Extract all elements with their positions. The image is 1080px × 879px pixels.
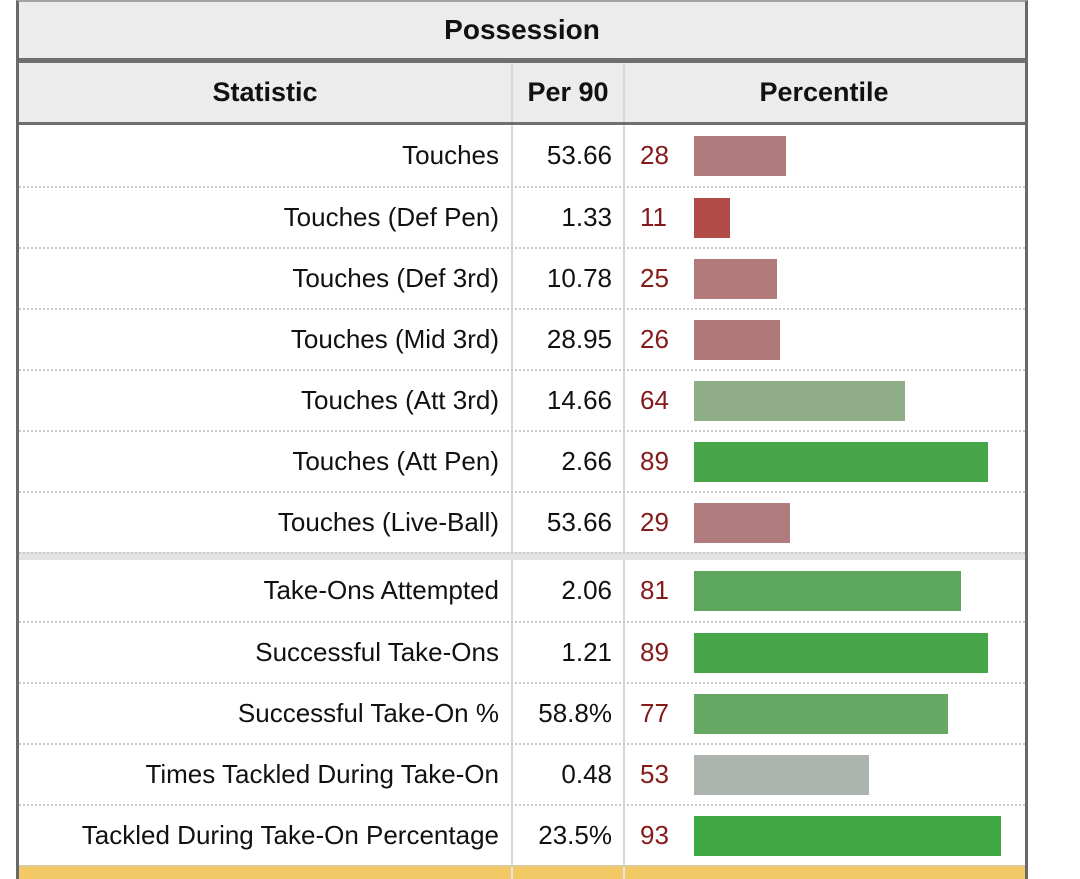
percentile-cell: 89 xyxy=(625,432,1023,491)
table-row: Touches 53.66 28 xyxy=(19,125,1025,186)
percentile-bar xyxy=(694,693,948,734)
stat-name: Touches (Mid 3rd) xyxy=(19,310,513,369)
stat-name: Touches xyxy=(19,125,513,186)
percentile-value: 64 xyxy=(640,385,669,415)
percentile-cell: 25 xyxy=(625,249,1023,308)
per90-value: 2.66 xyxy=(513,432,625,491)
percentile-cell: 28 xyxy=(625,125,1023,186)
stat-name: Times Tackled During Take-On xyxy=(19,745,513,804)
per90-value: 1.33 xyxy=(513,188,625,247)
percentile-bar xyxy=(694,197,730,238)
percentile-bar xyxy=(694,632,988,673)
possession-stats-table: Possession Statistic Per 90 Percentile T… xyxy=(16,0,1028,879)
col-header-statistic[interactable]: Statistic xyxy=(19,63,513,122)
percentile-value: 77 xyxy=(640,698,669,728)
table-row: Touches (Att Pen) 2.66 89 xyxy=(19,430,1025,491)
percentile-bar xyxy=(694,258,777,299)
next-row-highlight xyxy=(19,865,1025,879)
stat-name: Successful Take-Ons xyxy=(19,623,513,682)
percentile-cell: 53 xyxy=(625,745,1023,804)
percentile-cell: 64 xyxy=(625,371,1023,430)
percentile-bar xyxy=(694,441,988,482)
percentile-value: 89 xyxy=(640,637,669,667)
highlight-cell xyxy=(625,867,1023,879)
title-separator xyxy=(19,58,1025,63)
table-row: Tackled During Take-On Percentage 23.5% 93 xyxy=(19,804,1025,865)
percentile-bar xyxy=(694,502,790,543)
table-row: Touches (Def Pen) 1.33 11 xyxy=(19,186,1025,247)
percentile-value: 28 xyxy=(640,140,669,170)
table-title-row: Possession xyxy=(19,2,1025,58)
col-header-percentile[interactable]: Percentile xyxy=(759,77,889,107)
percentile-value: 53 xyxy=(640,759,669,789)
stat-name: Touches (Def Pen) xyxy=(19,188,513,247)
highlight-cell xyxy=(19,867,513,879)
percentile-cell: 26 xyxy=(625,310,1023,369)
stat-name: Touches (Att Pen) xyxy=(19,432,513,491)
table-row: Touches (Mid 3rd) 28.95 26 xyxy=(19,308,1025,369)
percentile-value: 81 xyxy=(640,575,669,605)
table-row: Successful Take-Ons 1.21 89 xyxy=(19,621,1025,682)
percentile-cell: 11 xyxy=(625,188,1023,247)
percentile-value: 26 xyxy=(640,324,669,354)
percentile-value: 89 xyxy=(640,446,669,476)
percentile-value: 93 xyxy=(640,820,669,850)
percentile-cell: 29 xyxy=(625,493,1023,552)
per90-value: 58.8% xyxy=(513,684,625,743)
table-row: Touches (Def 3rd) 10.78 25 xyxy=(19,247,1025,308)
per90-value: 14.66 xyxy=(513,371,625,430)
percentile-bar xyxy=(694,380,905,421)
percentile-bar xyxy=(694,570,961,611)
per90-value: 53.66 xyxy=(513,125,625,186)
table-body: Touches 53.66 28 Touches (Def Pen) 1.33 11 Tou… xyxy=(19,125,1025,865)
percentile-value: 25 xyxy=(640,263,669,293)
stat-name: Successful Take-On % xyxy=(19,684,513,743)
per90-value: 0.48 xyxy=(513,745,625,804)
stat-name: Touches (Live-Ball) xyxy=(19,493,513,552)
table-title: Possession xyxy=(444,14,600,45)
table-row: Times Tackled During Take-On 0.48 53 xyxy=(19,743,1025,804)
percentile-cell: 89 xyxy=(625,623,1023,682)
per90-value: 53.66 xyxy=(513,493,625,552)
percentile-cell: 81 xyxy=(625,560,1023,621)
stat-name: Tackled During Take-On Percentage xyxy=(19,806,513,865)
percentile-bar xyxy=(694,319,780,360)
per90-value: 23.5% xyxy=(513,806,625,865)
percentile-value: 29 xyxy=(640,507,669,537)
table-row: Successful Take-On % 58.8% 77 xyxy=(19,682,1025,743)
per90-value: 1.21 xyxy=(513,623,625,682)
column-header-row: Statistic Per 90 Percentile xyxy=(19,63,1025,122)
table-row: Take-Ons Attempted 2.06 81 xyxy=(19,560,1025,621)
table-row: Touches (Att 3rd) 14.66 64 xyxy=(19,369,1025,430)
percentile-bar xyxy=(694,815,1001,856)
group-separator xyxy=(19,552,1025,560)
percentile-cell: 93 xyxy=(625,806,1023,865)
stat-name: Touches (Att 3rd) xyxy=(19,371,513,430)
stat-name: Touches (Def 3rd) xyxy=(19,249,513,308)
percentile-bar xyxy=(694,135,786,176)
col-header-per90[interactable]: Per 90 xyxy=(513,63,625,122)
stat-name: Take-Ons Attempted xyxy=(19,560,513,621)
percentile-cell: 77 xyxy=(625,684,1023,743)
per90-value: 10.78 xyxy=(513,249,625,308)
per90-value: 2.06 xyxy=(513,560,625,621)
per90-value: 28.95 xyxy=(513,310,625,369)
header-separator xyxy=(19,122,1025,125)
table-row: Touches (Live-Ball) 53.66 29 xyxy=(19,491,1025,552)
highlight-cell xyxy=(513,867,625,879)
percentile-value: 11 xyxy=(640,202,667,232)
percentile-bar xyxy=(694,754,869,795)
